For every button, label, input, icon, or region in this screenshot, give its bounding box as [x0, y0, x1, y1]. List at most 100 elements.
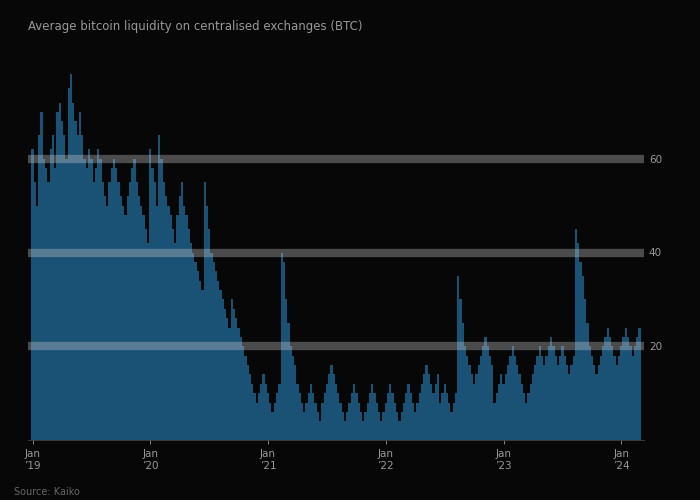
Bar: [151, 168, 154, 440]
Bar: [530, 384, 532, 440]
Bar: [426, 365, 428, 440]
Bar: [165, 196, 167, 440]
Bar: [532, 374, 534, 440]
Bar: [598, 365, 600, 440]
Bar: [587, 323, 589, 440]
Bar: [503, 384, 505, 440]
Bar: [362, 421, 364, 440]
Bar: [480, 356, 482, 440]
Bar: [142, 215, 145, 440]
Bar: [99, 159, 102, 440]
Bar: [410, 393, 412, 440]
Bar: [199, 280, 202, 440]
Bar: [154, 182, 156, 440]
Bar: [258, 393, 260, 440]
Bar: [402, 402, 405, 440]
Bar: [272, 412, 274, 440]
Bar: [32, 150, 34, 440]
Bar: [308, 393, 310, 440]
Bar: [149, 150, 151, 440]
Bar: [523, 393, 525, 440]
Bar: [147, 243, 149, 440]
Bar: [580, 262, 582, 440]
Bar: [181, 182, 183, 440]
Bar: [358, 402, 360, 440]
Bar: [56, 112, 59, 440]
Bar: [638, 328, 640, 440]
Bar: [527, 393, 530, 440]
Bar: [421, 384, 424, 440]
Bar: [97, 150, 99, 440]
Bar: [346, 412, 349, 440]
Bar: [636, 337, 638, 440]
Bar: [600, 356, 602, 440]
Bar: [459, 300, 462, 440]
Bar: [473, 384, 475, 440]
Bar: [376, 402, 378, 440]
Bar: [634, 346, 636, 440]
Bar: [534, 365, 536, 440]
Bar: [45, 168, 48, 440]
Bar: [624, 328, 627, 440]
Bar: [314, 402, 316, 440]
Bar: [145, 229, 147, 440]
Bar: [77, 136, 79, 440]
Bar: [369, 393, 371, 440]
Bar: [349, 402, 351, 440]
Bar: [260, 384, 262, 440]
Bar: [552, 346, 554, 440]
Bar: [118, 182, 120, 440]
Bar: [215, 271, 217, 440]
Bar: [219, 290, 222, 440]
Bar: [414, 412, 416, 440]
Bar: [573, 356, 575, 440]
Bar: [428, 374, 430, 440]
Bar: [468, 365, 470, 440]
Bar: [335, 384, 337, 440]
Bar: [407, 384, 410, 440]
Bar: [441, 393, 444, 440]
Bar: [244, 356, 246, 440]
Bar: [120, 196, 122, 440]
Bar: [104, 196, 106, 440]
Bar: [228, 328, 231, 440]
Bar: [514, 356, 516, 440]
Bar: [393, 402, 396, 440]
Bar: [554, 356, 556, 440]
Bar: [525, 402, 527, 440]
Bar: [405, 393, 407, 440]
Bar: [613, 356, 616, 440]
Bar: [131, 168, 133, 440]
Bar: [566, 365, 568, 440]
Bar: [290, 346, 292, 440]
Bar: [618, 356, 620, 440]
Bar: [188, 229, 190, 440]
Bar: [61, 121, 63, 440]
Bar: [516, 365, 518, 440]
Bar: [391, 393, 393, 440]
Bar: [158, 136, 160, 440]
Bar: [81, 136, 83, 440]
Bar: [253, 393, 256, 440]
Bar: [94, 168, 97, 440]
Bar: [627, 337, 629, 440]
Bar: [512, 346, 514, 440]
Bar: [206, 206, 208, 440]
Bar: [457, 276, 459, 440]
Bar: [568, 374, 570, 440]
Bar: [604, 337, 607, 440]
Bar: [589, 346, 591, 440]
Bar: [316, 412, 319, 440]
Bar: [156, 206, 158, 440]
Bar: [332, 374, 335, 440]
Bar: [79, 112, 81, 440]
Bar: [424, 374, 426, 440]
Bar: [267, 393, 270, 440]
Bar: [222, 300, 224, 440]
Bar: [186, 215, 188, 440]
Bar: [455, 393, 457, 440]
Bar: [543, 365, 545, 440]
Bar: [396, 412, 398, 440]
Bar: [518, 374, 521, 440]
Bar: [246, 365, 248, 440]
